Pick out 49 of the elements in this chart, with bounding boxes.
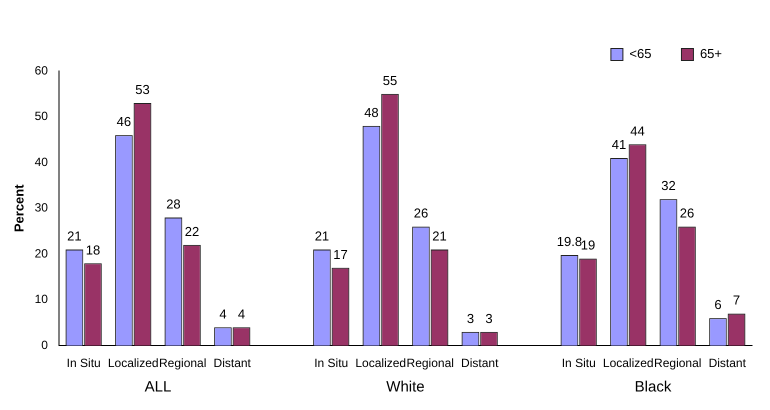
text: ALL xyxy=(144,378,172,396)
data-label: 3 xyxy=(485,310,493,326)
x-tick-label: In Situ xyxy=(314,356,348,370)
data-label: 6 xyxy=(714,297,722,312)
y-tick-label: 30 xyxy=(34,200,48,215)
text: Black xyxy=(634,378,672,396)
data-label: 44 xyxy=(630,123,645,138)
legend-label: <65 xyxy=(629,46,652,62)
data-label: 4 xyxy=(219,306,227,322)
x-tick-label: Regional xyxy=(654,356,702,370)
data-label: 26 xyxy=(680,206,694,221)
data-label: 55 xyxy=(382,72,398,88)
y-tick-label: 10 xyxy=(34,292,48,306)
data-label: 26 xyxy=(414,206,428,221)
data-label: 41 xyxy=(612,137,626,152)
x-tick-label: Regional xyxy=(159,356,206,370)
data-label: 7 xyxy=(732,292,740,308)
data-label: 53 xyxy=(135,82,150,98)
data-label: 17 xyxy=(333,246,348,262)
y-tick-label: 50 xyxy=(34,109,48,124)
y-tick-label: 20 xyxy=(34,246,48,260)
x-tick-label: In Situ xyxy=(562,356,596,370)
data-label: 28 xyxy=(166,196,181,212)
x-tick-label: Localized xyxy=(108,356,159,370)
data-label: 48 xyxy=(364,105,379,120)
legend-label: 65+ xyxy=(700,46,722,62)
data-label: 32 xyxy=(661,178,676,194)
data-label: 4 xyxy=(238,306,246,322)
data-label: 46 xyxy=(116,114,132,130)
y-tick-label: 0 xyxy=(41,338,48,352)
x-tick-label: Distant xyxy=(461,356,500,370)
x-tick-label: Distant xyxy=(708,356,747,370)
data-label: 18 xyxy=(86,242,100,258)
x-tick-label: Regional xyxy=(406,356,454,370)
data-label: 21 xyxy=(314,228,330,244)
data-label: 19.8 xyxy=(556,234,582,250)
x-tick-label: In Situ xyxy=(66,356,101,370)
x-tick-label: Distant xyxy=(214,356,252,370)
data-label: 21 xyxy=(67,228,82,244)
x-tick-label: Localized xyxy=(355,356,406,370)
data-label: 22 xyxy=(184,224,200,239)
text: White xyxy=(386,378,425,396)
data-label: 21 xyxy=(432,228,447,244)
x-tick-label: Localized xyxy=(602,356,654,370)
data-label: 19 xyxy=(580,238,596,253)
data-label: 3 xyxy=(466,310,474,326)
y-axis-title: Percent xyxy=(11,184,26,232)
y-tick-label: 40 xyxy=(34,154,48,169)
y-tick-label: 60 xyxy=(34,63,48,78)
